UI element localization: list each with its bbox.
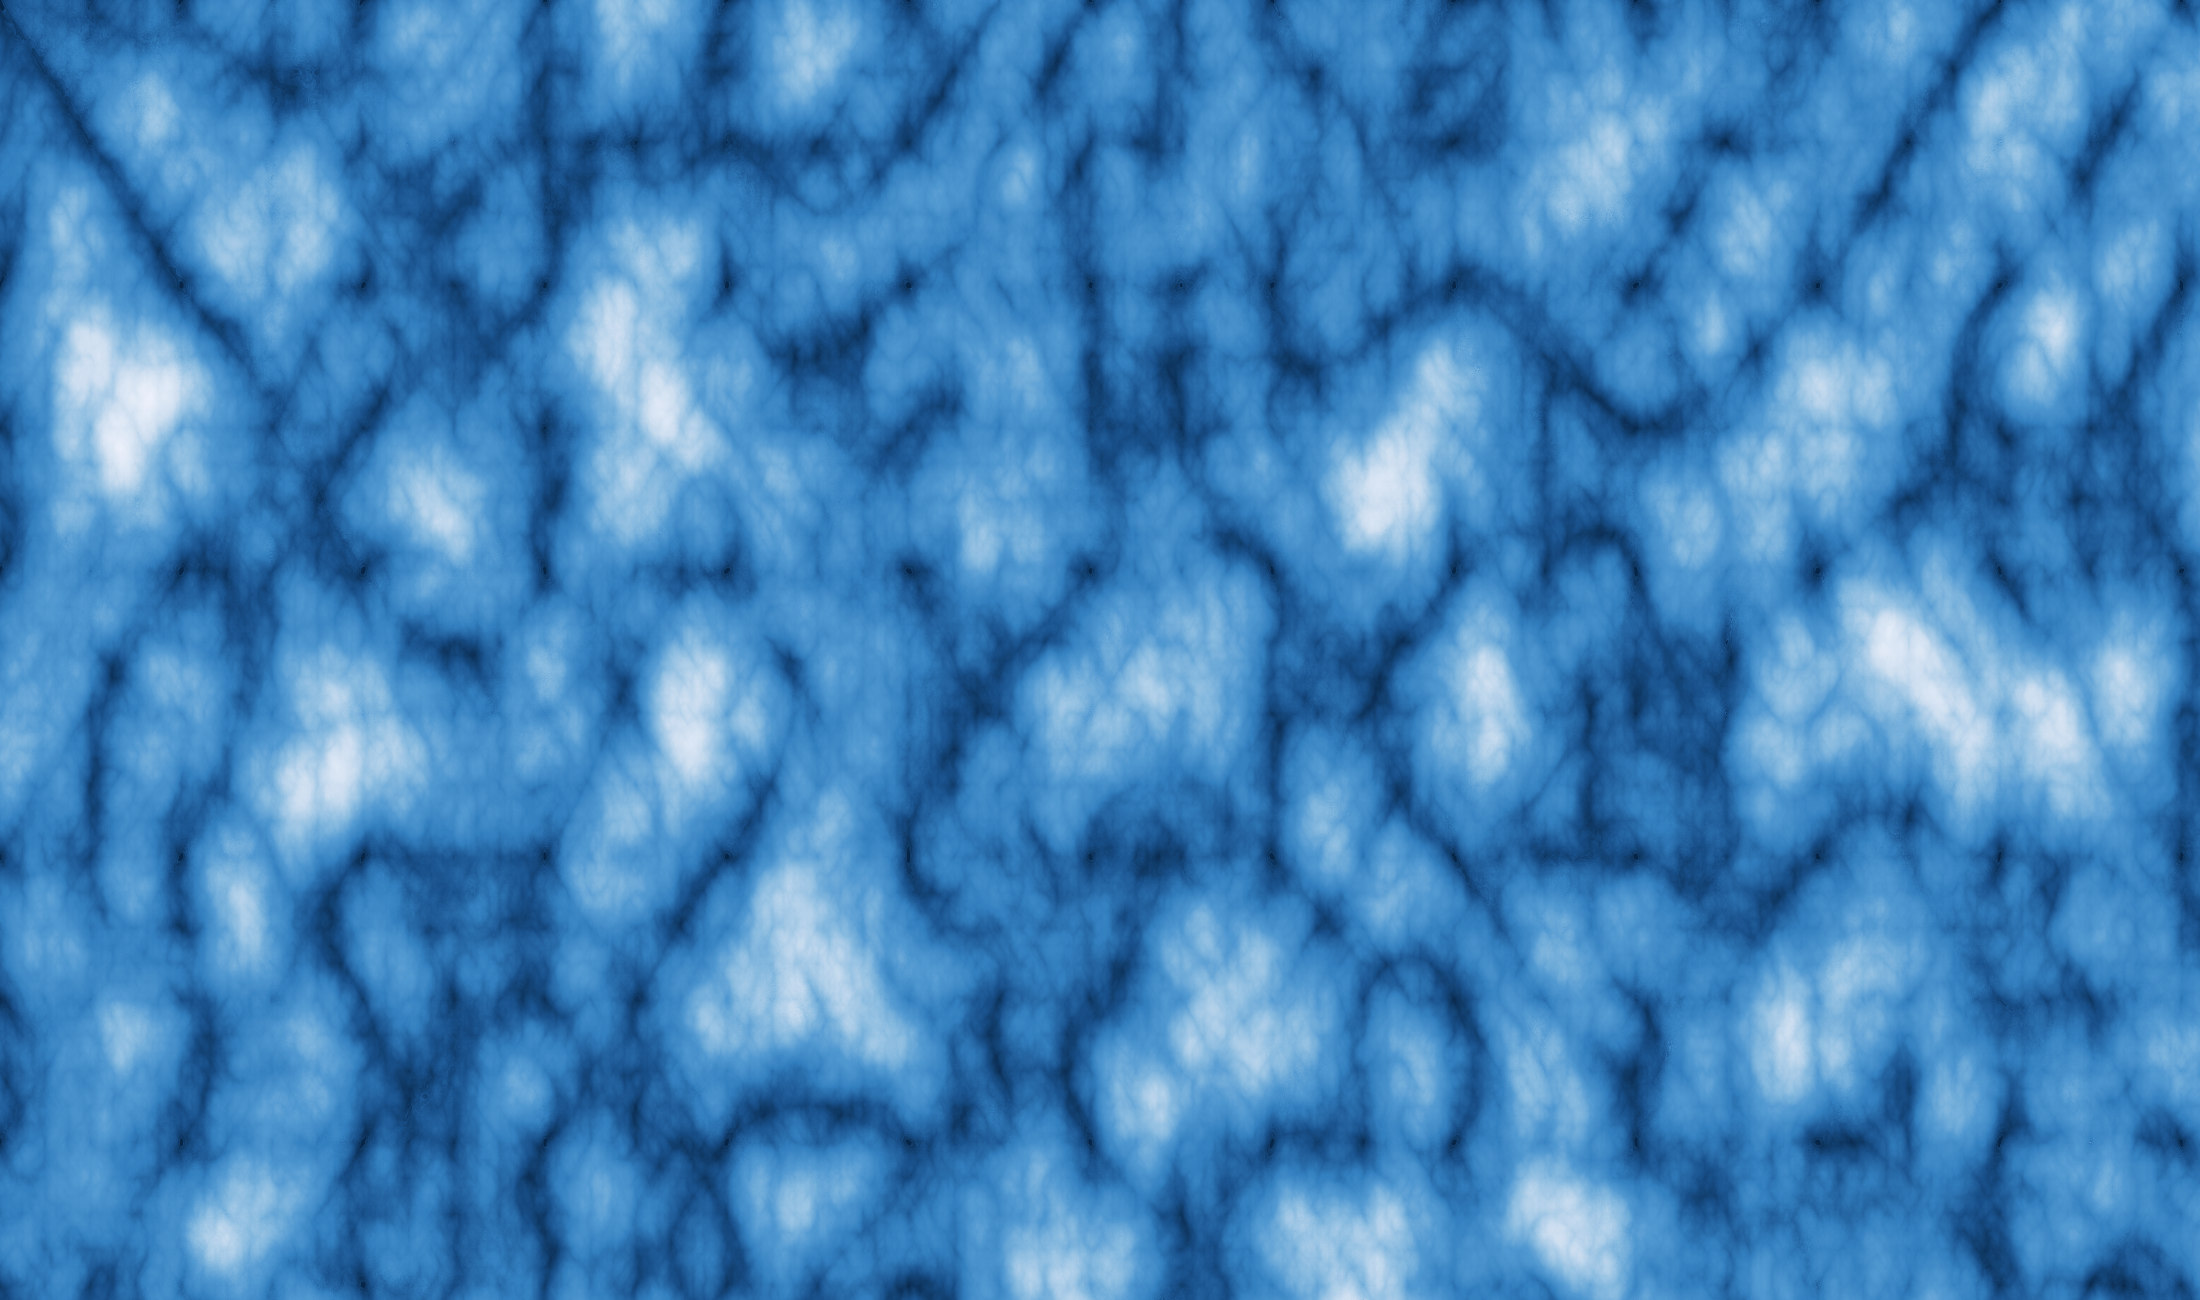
water-texture-panel bbox=[1108, 2, 2198, 1298]
heat-texture-panel bbox=[2, 2, 1106, 1298]
